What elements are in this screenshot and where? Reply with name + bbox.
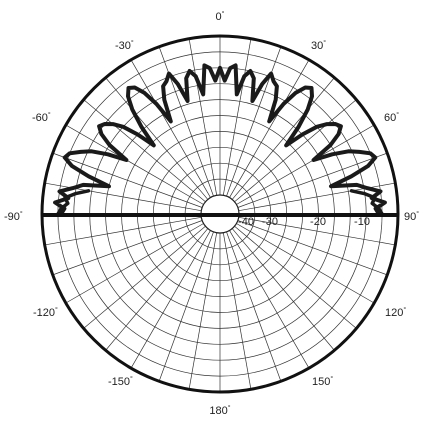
grid-spoke [226, 231, 282, 382]
angle-tick-label: 0° [216, 10, 225, 23]
grid-spoke [226, 46, 282, 197]
grid-spoke [231, 228, 335, 351]
grid-spoke [222, 232, 252, 390]
angle-tick-label: 180° [209, 404, 230, 417]
grid-spoke [236, 124, 375, 205]
pattern-series-1 [53, 63, 387, 216]
tick-label-layer: 0° 30° 60° 90° 120° 150° 180° -150° -120° -90° -60… [4, 10, 419, 417]
grid-spoke [105, 77, 209, 200]
pattern-series-2 [56, 189, 384, 216]
angle-tick-label: 120° [385, 306, 406, 319]
grid-spoke [52, 220, 203, 276]
grid-spoke [234, 99, 357, 203]
grid-spoke [237, 220, 388, 276]
angle-tick-label: 30° [311, 39, 326, 52]
grid-spoke [231, 77, 335, 200]
grid-spoke [188, 38, 218, 196]
grid-spoke [237, 152, 388, 208]
radial-tick-label: -20 [310, 216, 326, 228]
grid-spoke [65, 124, 204, 205]
grid-spoke [229, 230, 310, 369]
angle-tick-label: 150° [312, 375, 333, 388]
grid-spoke [188, 232, 218, 390]
grid-spoke [238, 216, 396, 246]
grid-spoke [229, 59, 310, 198]
angle-tick-label: -30° [115, 39, 134, 52]
grid-spoke [158, 46, 214, 197]
grid-spoke [44, 216, 202, 246]
angle-tick-label: -150° [108, 375, 133, 388]
grid-spoke [105, 228, 209, 351]
grid-spoke [158, 231, 214, 382]
grid-spoke [83, 225, 206, 329]
pattern-series-layer [53, 63, 387, 216]
grid-spoke [130, 230, 211, 369]
grid-spoke [234, 225, 357, 329]
grid-spoke [236, 223, 375, 304]
angle-tick-label: 60° [384, 111, 399, 124]
grid-spoke [52, 152, 203, 208]
radial-tick-label: -10 [354, 216, 370, 228]
grid-spoke [65, 223, 204, 304]
radial-tick-label: -40 [238, 216, 254, 228]
angle-tick-label: -120° [33, 306, 58, 319]
angle-tick-label: -90° [4, 210, 23, 223]
angle-tick-label: -60° [32, 111, 51, 124]
angle-tick-label: 90° [404, 210, 419, 223]
radial-tick-label: -30 [262, 216, 278, 228]
grid-spoke [83, 99, 206, 203]
grid-spoke [130, 59, 211, 198]
grid-spoke [222, 38, 252, 196]
